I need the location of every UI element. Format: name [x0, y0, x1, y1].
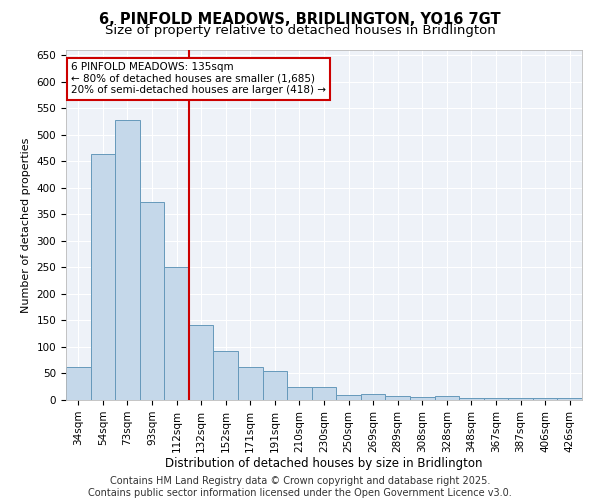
Bar: [361, 394, 385, 400]
Bar: [484, 398, 508, 400]
Bar: [287, 386, 312, 400]
Bar: [238, 367, 263, 400]
Bar: [385, 396, 410, 400]
Bar: [557, 398, 582, 400]
Bar: [91, 154, 115, 400]
Bar: [459, 398, 484, 400]
Bar: [66, 367, 91, 400]
Bar: [533, 398, 557, 400]
Text: Contains HM Land Registry data © Crown copyright and database right 2025.
Contai: Contains HM Land Registry data © Crown c…: [88, 476, 512, 498]
Bar: [214, 350, 238, 400]
Bar: [312, 386, 336, 400]
Bar: [508, 398, 533, 400]
Bar: [115, 120, 140, 400]
Y-axis label: Number of detached properties: Number of detached properties: [21, 138, 31, 312]
Text: 6, PINFOLD MEADOWS, BRIDLINGTON, YO16 7GT: 6, PINFOLD MEADOWS, BRIDLINGTON, YO16 7G…: [99, 12, 501, 28]
Text: Size of property relative to detached houses in Bridlington: Size of property relative to detached ho…: [104, 24, 496, 37]
Bar: [410, 397, 434, 400]
X-axis label: Distribution of detached houses by size in Bridlington: Distribution of detached houses by size …: [165, 458, 483, 470]
Bar: [164, 268, 189, 400]
Bar: [336, 394, 361, 400]
Bar: [189, 324, 214, 400]
Bar: [263, 372, 287, 400]
Bar: [434, 396, 459, 400]
Bar: [140, 202, 164, 400]
Text: 6 PINFOLD MEADOWS: 135sqm
← 80% of detached houses are smaller (1,685)
20% of se: 6 PINFOLD MEADOWS: 135sqm ← 80% of detac…: [71, 62, 326, 96]
